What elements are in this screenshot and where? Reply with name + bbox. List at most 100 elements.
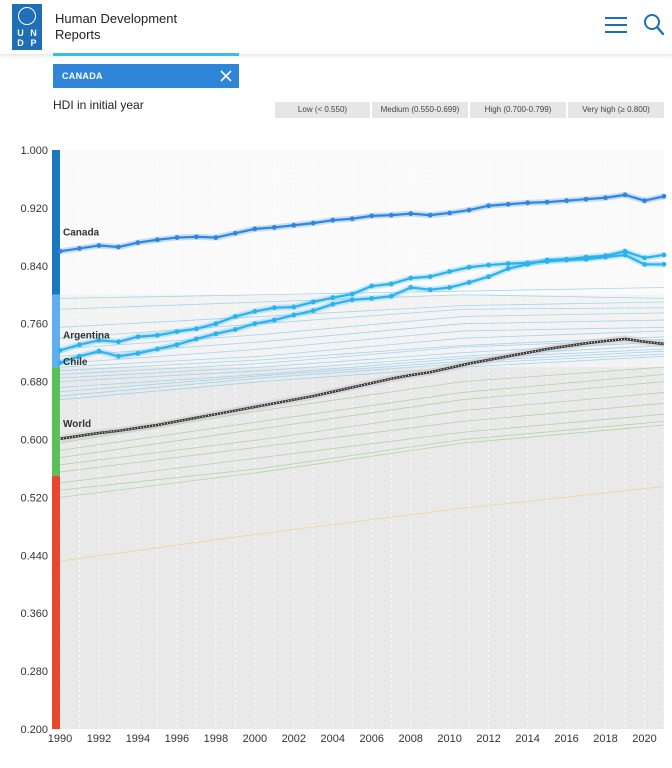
series-chile-point: [525, 261, 531, 267]
series-argentina-point: [622, 252, 628, 258]
series-argentina-point: [466, 264, 472, 270]
series-label-chile: Chile: [63, 357, 88, 368]
series-chile-point: [427, 287, 433, 293]
x-tick-label: 2004: [321, 733, 345, 745]
series-chile-point: [193, 336, 199, 342]
series-argentina-point: [135, 334, 141, 340]
hdi-band-high: [52, 294, 60, 368]
logo-letter: P: [30, 38, 37, 48]
series-canada-point: [57, 248, 63, 254]
x-tick-label: 2010: [437, 733, 461, 745]
series-chile-point: [213, 331, 219, 337]
series-chile-point: [252, 321, 258, 327]
series-canada-point: [564, 198, 569, 204]
series-argentina-point: [116, 339, 121, 345]
series-canada-line: [59, 193, 665, 253]
series-canada-point: [369, 213, 375, 219]
series-background-line: [59, 350, 665, 393]
series-argentina-point: [408, 275, 414, 281]
series-canada-point: [96, 243, 102, 248]
country-chip-label: CANADA: [62, 71, 103, 81]
series-canada-point: [642, 198, 647, 204]
site-header: U N D P Human Development Reports: [0, 0, 672, 54]
series-chile-point: [369, 295, 375, 301]
series-canada-point: [193, 234, 199, 240]
series-label-canada: Canada: [63, 227, 100, 238]
search-icon[interactable]: [643, 13, 665, 37]
x-tick-label: 2012: [476, 733, 500, 745]
series-background-line: [59, 392, 665, 466]
legend-item-low[interactable]: Low (< 0.550): [275, 102, 370, 118]
series-chile-point: [622, 248, 628, 254]
y-tick-label: 0.440: [20, 550, 48, 562]
legend-title: HDI in initial year: [53, 98, 144, 112]
series-background-line: [59, 486, 665, 562]
logo-letter: U: [17, 28, 24, 38]
series-background-line: [59, 402, 665, 473]
series-background-line: [59, 353, 665, 397]
series-argentina-point: [330, 295, 336, 301]
logo-letters: U N D P: [14, 28, 40, 48]
x-tick-label: 1994: [126, 733, 150, 745]
series-canada-point: [505, 201, 511, 207]
logo-letter: N: [30, 28, 37, 38]
series-label-argentina: Argentina: [63, 330, 110, 341]
series-background-line: [59, 355, 665, 401]
y-tick-label: 0.680: [20, 377, 48, 389]
country-filter-chip[interactable]: CANADA: [53, 64, 239, 88]
series-canada-point: [427, 212, 433, 218]
filter-tab-indicator: [53, 53, 239, 56]
series-canada-point: [116, 244, 121, 250]
hamburger-menu-icon[interactable]: [605, 17, 627, 35]
series-chile-point: [310, 308, 316, 314]
x-tick-label: 2020: [632, 733, 656, 745]
series-world-dots: [59, 338, 665, 440]
x-tick-label: 2014: [515, 733, 539, 745]
series-chile-point: [603, 253, 608, 259]
legend-item-medium[interactable]: Medium (0.550-0.699): [372, 102, 468, 118]
series-canada-point: [661, 193, 667, 199]
series-canada-point: [271, 225, 277, 230]
y-tick-label: 0.520: [20, 492, 48, 504]
series-background-line: [59, 421, 665, 491]
series-argentina-point: [232, 314, 238, 319]
series-canada-point: [291, 222, 297, 228]
series-argentina-point: [291, 304, 297, 310]
series-argentina-point: [252, 308, 258, 314]
series-canada-point: [330, 217, 336, 223]
y-tick-label: 0.600: [20, 435, 48, 447]
series-chile-point: [661, 252, 667, 258]
series-chile-point: [388, 293, 394, 299]
legend-item-very-high[interactable]: Very high (≥ 0.800): [568, 102, 664, 118]
series-argentina-point: [310, 299, 316, 305]
y-tick-label: 0.200: [20, 724, 48, 736]
series-chile-point: [330, 301, 336, 307]
y-tick-label: 0.920: [20, 203, 48, 215]
series-canada-point: [232, 230, 238, 236]
series-background-line: [59, 326, 665, 364]
hdi-band-medium: [52, 367, 60, 476]
series-chile-point: [349, 297, 355, 303]
series-background-line: [59, 373, 665, 451]
series-argentina-point: [447, 269, 453, 274]
series-chile-point: [486, 274, 492, 280]
series-chile-line: [59, 250, 665, 364]
series-chile-point: [232, 327, 238, 332]
series-background-line: [59, 413, 665, 484]
legend-item-high[interactable]: High (0.700-0.799): [470, 102, 566, 118]
close-icon[interactable]: [217, 67, 235, 85]
site-title[interactable]: Human Development Reports: [55, 11, 177, 43]
series-background-line: [59, 307, 665, 339]
series-canada-point: [447, 210, 453, 216]
hdi-line-chart[interactable]: 1.000 0.920 0.840 0.760 0.680 0.600 0.520 0.440…: [0, 140, 672, 760]
x-tick-label: 2000: [243, 733, 267, 745]
series-chile-point: [544, 257, 550, 263]
series-chile-point: [291, 312, 297, 318]
x-tick-label: 1998: [204, 733, 228, 745]
series-background-line: [59, 312, 665, 350]
series-chile-point: [77, 353, 82, 359]
series-chile-point: [155, 346, 160, 352]
series-argentina-point: [505, 261, 511, 267]
series-background-line: [59, 345, 665, 382]
undp-logo[interactable]: U N D P: [12, 4, 42, 50]
